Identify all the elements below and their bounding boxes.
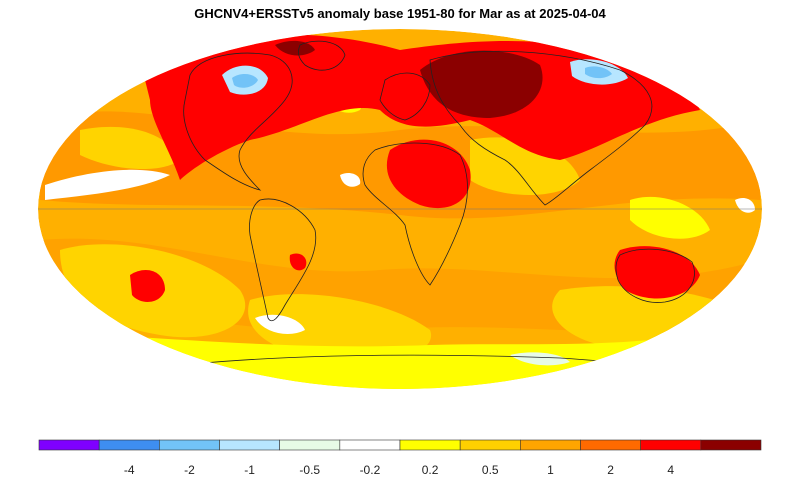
north-america-outline	[183, 52, 293, 191]
australia-outline	[615, 248, 695, 303]
anomaly-region	[289, 253, 307, 271]
europe-outline	[379, 72, 431, 121]
africa-outline	[362, 142, 468, 286]
anomaly-region	[140, 34, 700, 180]
anomaly-region	[130, 270, 165, 302]
legend-swatch	[520, 439, 581, 451]
legend-tick-label: -4	[124, 463, 135, 477]
anomaly-region	[340, 173, 361, 187]
anomaly-region	[45, 169, 170, 200]
anomaly-region	[630, 196, 710, 239]
legend-ticks: -4 -2 -1 -0.5 -0.2 0.2 0.5 1 2 4	[124, 463, 674, 477]
legend-tick-label: -2	[184, 463, 195, 477]
anomaly-region	[80, 126, 180, 170]
anomaly-region	[386, 139, 471, 209]
chart-title: GHCNV4+ERSSTv5 anomaly base 1951-80 for …	[194, 6, 606, 21]
legend-tick-label: 0.2	[422, 463, 439, 477]
anomaly-region	[232, 74, 258, 88]
legend-tick-label: 0.5	[482, 463, 499, 477]
anomaly-region	[275, 40, 315, 56]
legend-boxes	[38, 439, 762, 451]
anomaly-region	[255, 314, 305, 334]
anomaly-region	[510, 352, 570, 366]
south-america-outline	[249, 198, 317, 322]
legend-swatch	[580, 439, 641, 451]
legend-swatch	[159, 439, 220, 451]
anomaly-map	[38, 29, 762, 389]
legend-tick-label: 1	[547, 463, 554, 477]
legend-swatch	[279, 439, 341, 451]
greenland-outline	[298, 40, 346, 71]
legend-swatch	[399, 439, 461, 451]
legend-swatch	[38, 439, 100, 451]
legend-tick-label: 4	[667, 463, 674, 477]
legend-tick-label: -0.2	[360, 463, 381, 477]
anomaly-region	[614, 246, 700, 299]
legend-swatch	[219, 439, 280, 451]
legend-swatch	[700, 439, 762, 451]
anomaly-region	[420, 50, 543, 118]
legend-tick-label: 2	[607, 463, 614, 477]
anomaly-region	[585, 66, 612, 79]
asia-outline	[429, 50, 653, 206]
legend-swatch	[640, 439, 702, 451]
legend-swatch	[339, 439, 401, 451]
legend-tick-label: -0.5	[299, 463, 320, 477]
legend-swatch	[459, 439, 521, 451]
legend-tick-label: -1	[244, 463, 255, 477]
legend-swatch	[98, 439, 160, 451]
